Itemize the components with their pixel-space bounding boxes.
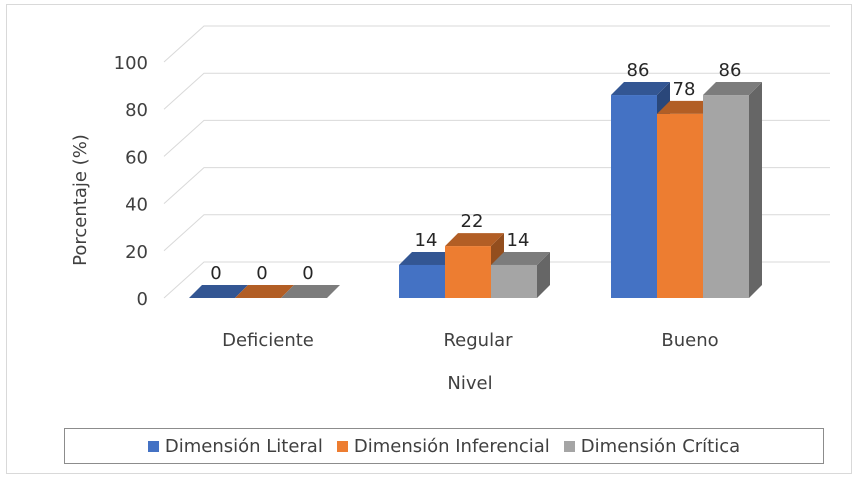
data-label: 78 [673,79,696,100]
legend-label: Dimensión Literal [164,435,323,457]
data-label: 86 [627,60,650,81]
legend-item: Dimensión Crítica [563,435,741,457]
gridline [163,25,830,63]
data-label: 14 [507,230,530,251]
data-label: 0 [256,263,267,284]
x-tick-label: Deficiente [222,330,314,351]
bar [703,82,762,298]
bar [189,285,248,298]
bar-top [657,100,716,114]
y-tick-label: 20 [125,242,148,263]
x-axis-categories: Deficiente Regular Bueno [222,330,719,351]
x-tick-label: Regular [443,330,513,351]
bar [491,251,550,298]
legend-item: Dimensión Literal [147,435,323,457]
bar-front [445,246,491,298]
bar-front [657,113,703,298]
bar-front [399,264,445,298]
legend-label: Dimensión Crítica [580,435,741,457]
legend-swatch [147,440,159,452]
bar-top [445,233,504,247]
legend-swatch [563,440,575,452]
data-label: 0 [210,263,221,284]
bar-top [491,251,550,265]
legend: Dimensión Literal Dimensión Inferencial Di… [64,428,824,464]
y-axis-ticks: 0 20 40 60 80 100 [114,53,148,310]
y-axis-title: Porcentaje (%) [70,134,91,266]
legend-label: Dimensión Inferencial [353,435,550,457]
bar-side [749,82,762,298]
y-tick-label: 40 [125,195,148,216]
x-axis-title: Nivel [447,373,492,394]
data-label: 22 [461,211,484,232]
legend-item: Dimensión Inferencial [336,435,550,457]
y-tick-label: 100 [114,53,148,74]
bar-front [491,264,537,298]
bar-top [611,82,670,96]
bars [189,82,762,298]
bar [281,285,340,298]
bar-top [281,285,340,298]
y-tick-label: 60 [125,147,148,168]
bar-front [703,95,749,298]
bar [235,285,294,298]
data-label: 86 [719,60,742,81]
bar-front [611,95,657,298]
bar-top [235,285,294,298]
y-tick-label: 0 [137,289,148,310]
bar-side [537,251,550,298]
legend-swatch [336,440,348,452]
bar-top [703,82,762,96]
data-label: 14 [415,230,438,251]
x-tick-label: Bueno [661,330,718,351]
bar-top [399,251,458,265]
y-tick-label: 80 [125,100,148,121]
bar-top [189,285,248,298]
data-label: 0 [302,263,313,284]
data-labels: 0 0 0 14 22 14 86 78 86 [210,60,741,284]
gridline [163,72,830,110]
